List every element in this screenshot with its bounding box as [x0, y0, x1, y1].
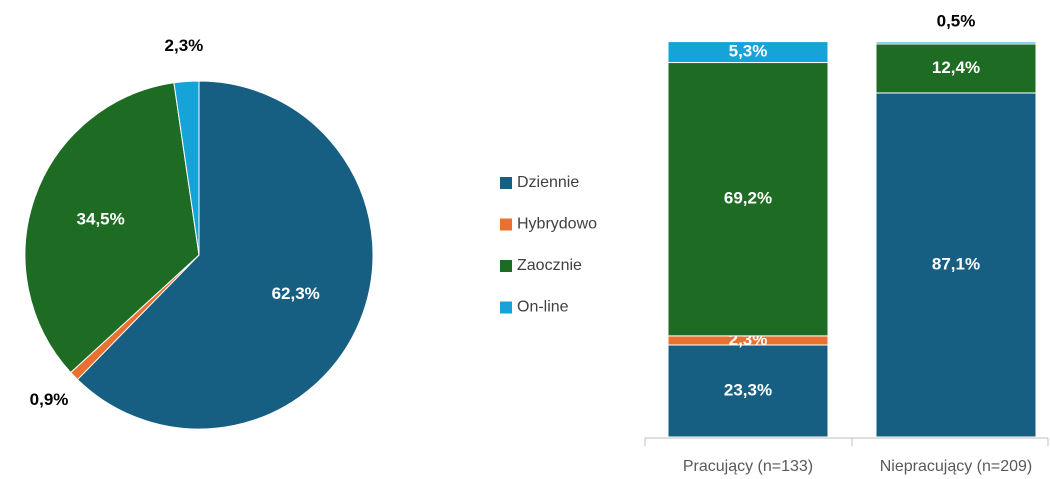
pie-label: 34,5%	[77, 209, 125, 228]
pie-slice	[76, 80, 374, 430]
pie-slice	[173, 80, 200, 256]
x-tick-label: Niepracujący (n=209)	[880, 458, 1033, 475]
bar-segment	[667, 344, 829, 438]
pie-label: 0,9%	[30, 390, 69, 409]
legend-swatch	[500, 260, 512, 272]
bar-segment	[667, 41, 829, 64]
legend-swatch	[500, 218, 512, 231]
bar-segment	[875, 92, 1037, 438]
x-tick-label: Pracujący (n=133)	[683, 458, 813, 475]
bar-label: 69,2%	[724, 189, 772, 208]
bar-label: 0,5%	[937, 11, 976, 30]
pie-label: 62,3%	[272, 284, 320, 303]
bar-label: 87,1%	[932, 254, 980, 273]
legend-label: Hybrydowo	[517, 216, 597, 233]
bar-label: 12,4%	[932, 58, 980, 77]
legend-label: On-line	[517, 299, 569, 316]
legend-swatch	[500, 177, 512, 189]
bar-segment	[875, 43, 1037, 94]
legend-label: Dziennie	[517, 174, 579, 191]
bar-segment	[875, 41, 1037, 45]
pie-slice	[24, 82, 200, 374]
bar-label: 5,3%	[729, 42, 768, 61]
pie-label: 2,3%	[165, 36, 204, 55]
bar-label: 23,3%	[724, 380, 772, 399]
legend-label: Zaocznie	[517, 257, 582, 274]
legend-swatch	[500, 301, 512, 314]
